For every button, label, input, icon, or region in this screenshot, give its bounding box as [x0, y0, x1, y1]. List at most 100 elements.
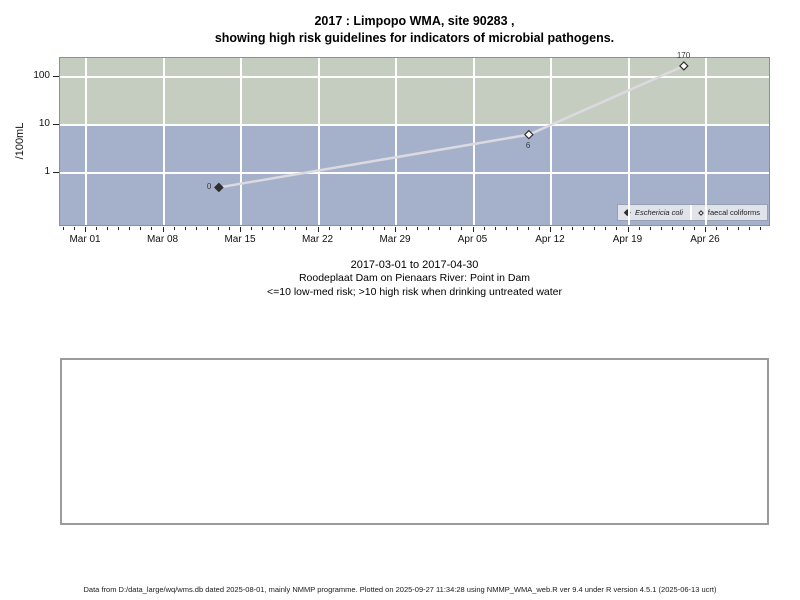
x-axis-tick	[284, 227, 286, 230]
x-axis-tick	[738, 227, 740, 230]
x-axis-tick	[240, 227, 241, 232]
vertical-gridline	[550, 58, 552, 225]
x-axis-tick	[317, 227, 319, 232]
x-axis-tick	[605, 227, 607, 230]
x-axis-tick	[472, 227, 474, 232]
data-line-layer	[214, 61, 689, 193]
x-axis-tick	[716, 227, 718, 230]
x-axis-tick	[73, 227, 75, 230]
x-axis-tick	[527, 227, 529, 230]
vertical-gridline	[85, 58, 87, 225]
legend-label-eschericia-coli: Eschericia coli	[634, 208, 683, 217]
x-axis-tick-label: Mar 01	[69, 234, 101, 245]
caption-site-description: Roodeplaat Dam on Pienaars River: Point …	[298, 272, 531, 284]
x-axis-tick-label: Mar 08	[146, 234, 179, 245]
x-axis-tick	[616, 227, 618, 230]
x-axis-tick	[228, 227, 230, 230]
x-axis-tick	[306, 227, 308, 230]
legend: Eschericia coli faecal coliforms	[617, 204, 768, 221]
x-axis-tick	[594, 227, 596, 230]
x-axis-tick	[538, 227, 540, 230]
x-axis-tick	[638, 227, 640, 230]
high-risk-band	[60, 58, 769, 125]
data-point-label: 6	[525, 140, 531, 150]
x-axis-tick	[760, 227, 762, 230]
legend-divider	[689, 205, 692, 220]
legend-label-faecal-coliforms: faecal coliforms	[707, 208, 760, 217]
x-axis-tick	[627, 227, 629, 232]
x-axis-tick	[516, 227, 518, 230]
x-axis-tick	[217, 227, 219, 230]
x-axis-tick	[682, 227, 684, 230]
x-axis-tick-label: Apr 19	[612, 234, 643, 245]
x-axis-tick	[561, 227, 563, 230]
x-axis-tick	[417, 227, 419, 230]
x-axis-tick	[505, 227, 507, 230]
x-axis-tick-label: Mar 22	[301, 234, 334, 245]
y-axis-tick-label: 100	[33, 70, 50, 81]
y-axis-tick-label: 1	[44, 166, 50, 177]
x-axis-tick	[273, 227, 275, 230]
vertical-gridline	[162, 58, 165, 225]
x-axis-tick	[450, 227, 452, 230]
legend-item-faecal-coliforms: faecal coliforms	[692, 205, 767, 220]
y-axis-tick	[53, 76, 59, 77]
x-axis-tick	[693, 227, 695, 230]
x-axis-tick	[206, 227, 208, 230]
x-axis-tick-label: Mar 29	[379, 234, 411, 245]
x-axis-tick	[428, 227, 430, 230]
x-axis-tick	[195, 227, 197, 230]
horizontal-gridline	[60, 172, 769, 174]
x-axis-tick	[439, 227, 441, 230]
chart-title: 2017 : Limpopo WMA, site 90283 , showing…	[59, 13, 770, 47]
open-diamond-marker	[524, 129, 534, 140]
x-axis-tick	[583, 227, 585, 230]
x-axis-tick	[494, 227, 496, 230]
x-axis-tick	[118, 227, 120, 230]
empty-table-placeholder	[60, 358, 769, 525]
x-axis-tick	[461, 227, 463, 230]
data-point-label: 170	[676, 50, 691, 60]
x-axis-tick	[85, 227, 86, 232]
chart-title-line2: showing high risk guidelines for indicat…	[214, 31, 615, 45]
x-axis-tick	[483, 227, 485, 230]
x-axis-tick	[151, 227, 153, 230]
x-axis-tick-label: Mar 15	[224, 234, 256, 245]
x-axis-tick	[705, 227, 706, 232]
x-axis-tick	[184, 227, 186, 230]
x-axis-tick	[649, 227, 651, 230]
x-axis-tick	[62, 227, 64, 230]
caption-date-range: 2017-03-01 to 2017-04-30	[350, 259, 479, 271]
vertical-gridline	[472, 58, 475, 225]
trend-line	[218, 64, 685, 189]
x-axis-tick	[383, 227, 385, 230]
x-axis-tick	[339, 227, 341, 230]
x-axis-tick	[660, 227, 662, 230]
x-axis-tick	[328, 227, 330, 230]
y-axis-tick	[53, 124, 59, 125]
y-axis-tick	[53, 172, 59, 173]
x-axis-tick-label: Apr 05	[457, 234, 488, 245]
x-axis-tick	[129, 227, 131, 230]
open-diamond-marker	[679, 61, 689, 71]
x-axis-tick	[361, 227, 363, 230]
x-axis-tick	[173, 227, 175, 230]
chart-caption: 2017-03-01 to 2017-04-30 Roodeplaat Dam …	[59, 258, 770, 299]
x-axis-tick	[295, 227, 297, 230]
x-axis-tick	[107, 227, 109, 230]
x-axis-tick	[251, 227, 253, 230]
chart-title-line1: 2017 : Limpopo WMA, site 90283 ,	[314, 14, 515, 28]
x-axis-tick	[162, 227, 164, 232]
x-axis-tick-label: Apr 12	[535, 234, 565, 245]
x-axis-tick	[372, 227, 374, 230]
x-axis-tick	[96, 227, 98, 230]
caption-risk-note: <=10 low-med risk; >10 high risk when dr…	[266, 285, 563, 298]
legend-item-eschericia-coli: Eschericia coli	[618, 205, 689, 220]
x-axis-tick	[572, 227, 574, 230]
horizontal-gridline	[60, 76, 769, 78]
x-axis-tick	[749, 227, 751, 230]
x-axis-tick	[350, 227, 352, 230]
x-axis-tick	[550, 227, 551, 232]
vertical-gridline	[317, 58, 320, 225]
